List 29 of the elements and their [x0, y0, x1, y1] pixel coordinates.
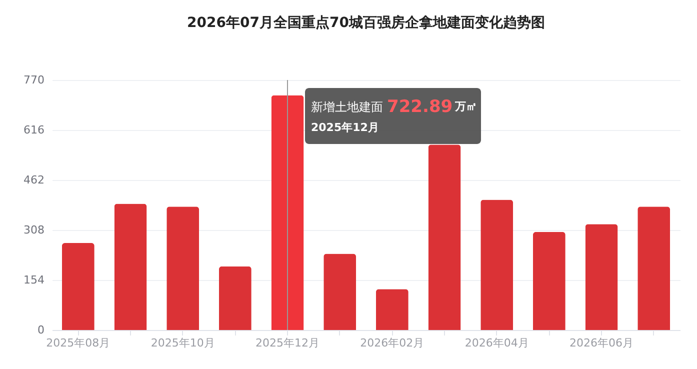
chart-title: 2026年07月全国重点70城百强房企拿地建面变化趋势图 [187, 14, 545, 31]
y-tick-label: 770 [24, 74, 44, 86]
x-tick-label: 2026年04月 [464, 336, 529, 350]
y-tick-label: 308 [24, 224, 44, 236]
bar [218, 266, 252, 330]
y-tick-label: 154 [24, 274, 44, 286]
x-tick-label: 2026年02月 [360, 336, 424, 350]
annotation: 万㎡ [454, 100, 477, 113]
bar [428, 144, 461, 330]
bar [114, 204, 147, 330]
x-tick-label: 2026年06月 [570, 336, 634, 350]
bar [62, 242, 94, 330]
x-tick-label: 2025年08月 [46, 336, 110, 350]
bar [532, 232, 566, 330]
bar [271, 95, 304, 330]
y-tick-label: 0 [38, 324, 44, 336]
bar [480, 200, 514, 330]
y-tick-label: 462 [24, 174, 44, 186]
x-tick-label: 2025年12月 [256, 336, 320, 350]
annotation: 新增土地建面 [311, 100, 383, 114]
bar [166, 206, 200, 330]
bar [638, 206, 670, 330]
y-tick-label: 616 [24, 124, 44, 136]
annotation: 2025年12月 [311, 121, 379, 134]
x-tick-label: 2025年10月 [150, 336, 215, 350]
bar [585, 224, 618, 330]
annotation: 722.89 [387, 97, 453, 117]
bar [324, 254, 356, 330]
bar [376, 289, 408, 330]
